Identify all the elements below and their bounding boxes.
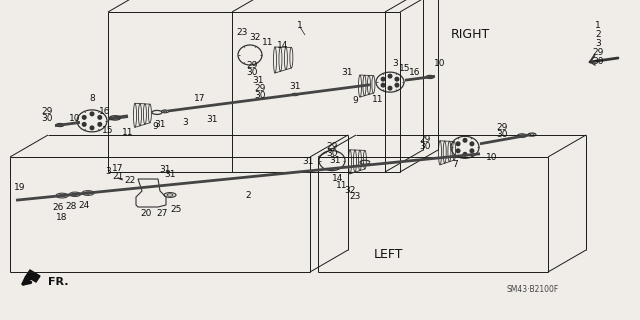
Text: 29: 29 (254, 84, 266, 92)
Circle shape (83, 123, 86, 126)
Text: 16: 16 (409, 68, 420, 77)
Text: 3: 3 (182, 118, 188, 127)
Text: 29: 29 (419, 135, 431, 144)
Text: 19: 19 (14, 183, 26, 192)
Text: 32: 32 (250, 33, 260, 42)
Text: 14: 14 (277, 41, 289, 50)
Circle shape (470, 149, 474, 153)
Text: 3: 3 (392, 59, 398, 68)
Circle shape (98, 116, 102, 119)
Text: 15: 15 (102, 126, 114, 135)
Text: 23: 23 (236, 28, 248, 36)
Text: 29: 29 (246, 60, 258, 69)
Text: 31: 31 (289, 82, 301, 91)
Text: 31: 31 (159, 165, 171, 174)
Text: 10: 10 (435, 59, 445, 68)
Circle shape (90, 112, 94, 116)
Text: 31: 31 (206, 115, 218, 124)
Text: 31: 31 (302, 156, 314, 165)
Text: 29: 29 (592, 47, 604, 57)
Text: 31: 31 (329, 156, 340, 165)
Text: 24: 24 (78, 201, 90, 210)
Text: 30: 30 (41, 114, 52, 123)
Text: 11: 11 (122, 128, 134, 137)
Polygon shape (26, 270, 40, 282)
Text: 30: 30 (326, 149, 338, 158)
Text: 22: 22 (124, 176, 136, 185)
Circle shape (463, 139, 467, 142)
Text: SM43·B2100F: SM43·B2100F (507, 285, 559, 294)
Text: 2: 2 (245, 190, 251, 199)
Circle shape (388, 86, 392, 90)
Text: 31: 31 (341, 68, 353, 77)
Circle shape (456, 149, 460, 153)
Text: 20: 20 (140, 209, 152, 218)
Circle shape (381, 83, 385, 87)
Text: 31: 31 (164, 170, 176, 179)
Text: 16: 16 (99, 107, 111, 116)
Text: 30: 30 (419, 142, 431, 151)
Text: 28: 28 (65, 202, 77, 211)
Text: 9: 9 (352, 96, 358, 105)
Text: 30: 30 (496, 130, 508, 139)
Text: 2: 2 (595, 29, 601, 38)
Text: 11: 11 (336, 181, 348, 190)
Circle shape (470, 142, 474, 146)
Text: 3: 3 (595, 38, 601, 47)
Text: 18: 18 (56, 213, 68, 222)
Circle shape (463, 153, 467, 156)
Text: 17: 17 (195, 94, 205, 103)
Text: 15: 15 (399, 64, 411, 73)
Text: 32: 32 (344, 186, 356, 195)
Text: 9: 9 (152, 122, 158, 131)
Text: 1: 1 (297, 20, 303, 29)
Text: 11: 11 (262, 37, 274, 46)
Text: 7: 7 (452, 160, 458, 169)
Circle shape (395, 83, 399, 87)
Text: 30: 30 (592, 57, 604, 66)
Text: 26: 26 (52, 204, 64, 212)
Circle shape (90, 126, 94, 130)
Text: LEFT: LEFT (373, 249, 403, 261)
Text: 10: 10 (69, 114, 81, 123)
Text: 29: 29 (326, 142, 338, 151)
Circle shape (98, 123, 102, 126)
Text: 21: 21 (112, 172, 124, 180)
Circle shape (388, 74, 392, 78)
Circle shape (456, 142, 460, 146)
Text: 3: 3 (105, 166, 111, 175)
Text: 29: 29 (496, 123, 508, 132)
Text: 8: 8 (89, 94, 95, 103)
Text: 29: 29 (42, 107, 52, 116)
Text: 27: 27 (156, 209, 168, 218)
Text: 1: 1 (595, 20, 601, 29)
Text: 30: 30 (246, 68, 258, 76)
Text: 17: 17 (112, 164, 124, 172)
Circle shape (381, 77, 385, 81)
Text: 14: 14 (332, 173, 344, 182)
Text: FR.: FR. (48, 277, 68, 287)
Circle shape (83, 116, 86, 119)
Text: 10: 10 (486, 153, 498, 162)
Text: RIGHT: RIGHT (451, 28, 490, 41)
Text: 25: 25 (170, 204, 182, 213)
Text: 31: 31 (154, 120, 166, 129)
Text: 11: 11 (372, 95, 384, 104)
Text: 23: 23 (349, 192, 361, 201)
Circle shape (395, 77, 399, 81)
Text: 30: 30 (254, 91, 266, 100)
Text: 31: 31 (252, 76, 264, 84)
